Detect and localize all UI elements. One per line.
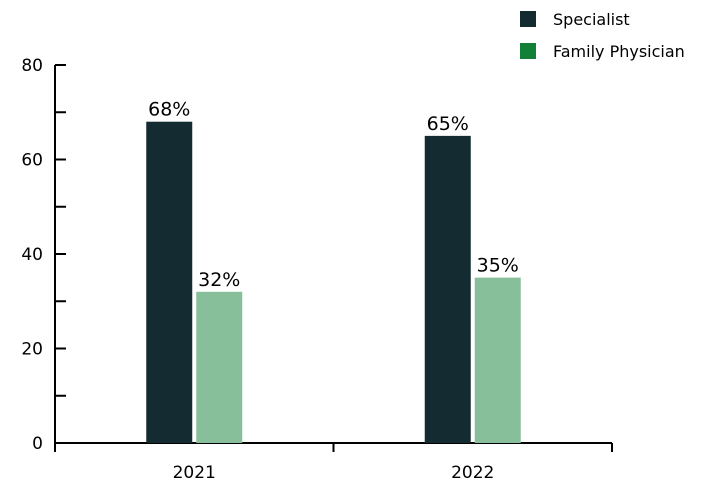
- bar-specialist-2022: [424, 135, 471, 443]
- legend-label: Specialist: [553, 10, 630, 29]
- data-label: 35%: [477, 255, 519, 277]
- legend-swatch: [520, 43, 536, 59]
- y-tick-label: 0: [32, 434, 43, 454]
- x-tick-label: 2021: [173, 463, 216, 483]
- data-labels: 68% 32% 65% 35%: [148, 99, 519, 291]
- data-label: 65%: [427, 113, 469, 135]
- y-axis: 0 20 40 60 80: [21, 56, 66, 454]
- bars: [146, 121, 521, 443]
- bar-specialist-2021: [146, 121, 193, 443]
- x-tick-label: 2022: [451, 463, 494, 483]
- legend-label: Family Physician: [553, 42, 685, 61]
- legend: Specialist Family Physician: [520, 10, 685, 61]
- x-axis: 2021 2022: [54, 442, 613, 483]
- y-tick-label: 40: [21, 245, 43, 265]
- y-tick-label: 20: [21, 340, 43, 360]
- bar-family-physician-2022: [474, 277, 521, 443]
- bar-family-physician-2021: [196, 291, 243, 443]
- y-tick-label: 60: [21, 151, 43, 171]
- data-label: 32%: [198, 269, 240, 291]
- y-tick-label: 80: [21, 56, 43, 76]
- data-label: 68%: [148, 99, 190, 121]
- legend-swatch: [520, 11, 536, 27]
